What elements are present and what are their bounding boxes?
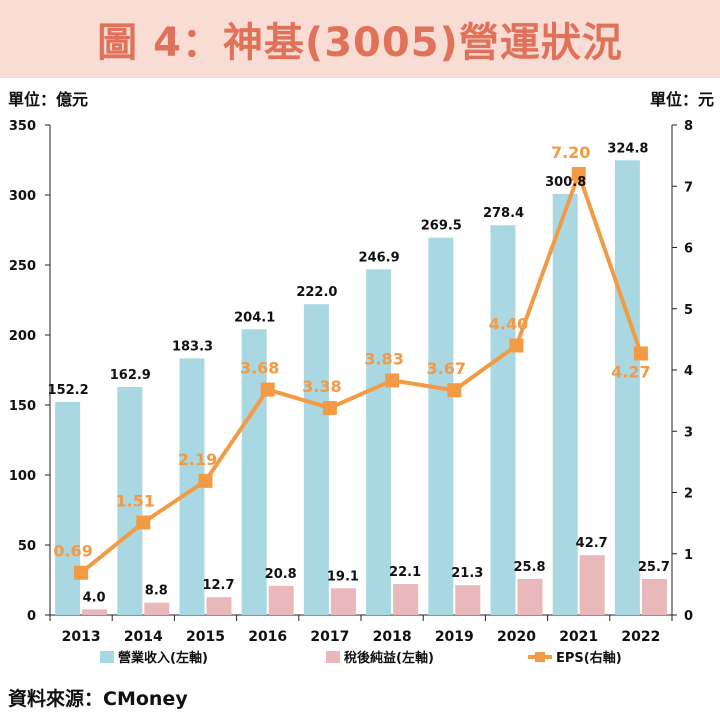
net-income-bar — [579, 555, 605, 615]
right-tick-label: 1 — [684, 548, 693, 563]
net-income-value-label: 12.7 — [202, 578, 234, 593]
net-income-bar — [82, 609, 108, 615]
revenue-value-label: 269.5 — [421, 219, 462, 234]
revenue-bar — [490, 225, 516, 616]
net-income-bar — [268, 585, 294, 615]
x-category-label: 2014 — [124, 629, 163, 645]
legend-eps-label: EPS(右軸) — [556, 650, 622, 666]
x-category-label: 2015 — [186, 629, 225, 645]
net-income-value-label: 8.8 — [145, 584, 168, 599]
right-tick-label: 0 — [684, 609, 693, 624]
eps-value-label: 1.51 — [116, 492, 155, 511]
eps-value-label: 3.67 — [427, 359, 466, 378]
right-tick-label: 6 — [684, 242, 693, 257]
eps-marker — [447, 383, 462, 398]
net-income-value-label: 42.7 — [576, 536, 608, 551]
eps-marker — [136, 515, 151, 530]
net-income-value-label: 25.7 — [638, 560, 670, 575]
net-income-bar — [455, 585, 481, 615]
right-tick-label: 4 — [684, 364, 693, 379]
revenue-value-label: 183.3 — [172, 339, 213, 354]
left-tick-label: 300 — [9, 189, 36, 204]
eps-value-label: 2.19 — [178, 450, 217, 469]
chart-title: 圖 4：神基(3005)營運狀況 — [97, 20, 623, 66]
revenue-value-label: 162.9 — [110, 368, 151, 383]
eps-marker — [571, 167, 586, 181]
eps-value-label: 7.20 — [551, 143, 590, 162]
x-category-label: 2017 — [310, 629, 349, 645]
legend-revenue-label: 營業收入(左軸) — [118, 650, 208, 666]
x-category-label: 2019 — [435, 629, 474, 645]
revenue-value-label: 152.2 — [48, 383, 89, 398]
net-income-value-label: 25.8 — [513, 560, 545, 575]
net-income-value-label: 4.0 — [83, 590, 106, 605]
right-tick-label: 2 — [684, 487, 693, 502]
x-category-label: 2016 — [248, 629, 287, 645]
revenue-bar — [614, 160, 640, 615]
eps-value-label: 3.38 — [302, 377, 341, 396]
eps-value-label: 0.69 — [53, 542, 92, 561]
net-income-bar — [206, 597, 232, 615]
net-income-value-label: 19.1 — [327, 569, 359, 584]
eps-marker — [74, 565, 89, 580]
eps-marker — [260, 382, 275, 397]
revenue-bar — [303, 304, 329, 615]
net-income-bar — [393, 584, 419, 615]
x-category-label: 2013 — [62, 629, 101, 645]
revenue-bar — [55, 401, 81, 615]
net-income-bar — [144, 602, 170, 615]
right-tick-label: 8 — [684, 119, 693, 134]
right-tick-label: 3 — [684, 425, 693, 440]
right-tick-label: 5 — [684, 303, 693, 318]
left-tick-label: 100 — [9, 469, 36, 484]
eps-marker — [198, 473, 213, 488]
right-axis-unit: 單位：元 — [649, 90, 714, 109]
legend-net-income-label: 稅後純益(左軸) — [344, 650, 434, 666]
net-income-bar — [517, 578, 543, 615]
eps-value-label: 3.83 — [364, 349, 403, 368]
revenue-value-label: 222.0 — [296, 285, 337, 300]
revenue-value-label: 204.1 — [234, 310, 275, 325]
eps-marker — [385, 373, 400, 388]
net-income-bar — [330, 588, 356, 615]
net-income-value-label: 21.3 — [451, 566, 483, 581]
revenue-value-label: 300.8 — [545, 175, 586, 190]
eps-line — [79, 172, 643, 575]
left-tick-label: 200 — [9, 329, 36, 344]
net-income-value-label: 22.1 — [389, 565, 421, 580]
revenue-bar — [552, 193, 578, 615]
left-axis-unit: 單位：億元 — [8, 90, 89, 109]
legend-revenue-swatch — [100, 651, 114, 663]
legend-net-income-swatch — [326, 651, 340, 663]
eps-marker — [322, 400, 337, 415]
legend-eps-marker — [535, 652, 545, 662]
left-tick-label: 250 — [9, 259, 36, 274]
right-tick-label: 7 — [684, 180, 693, 195]
x-category-label: 2021 — [559, 629, 598, 645]
eps-marker — [509, 338, 524, 353]
net-income-bar — [641, 579, 667, 615]
left-tick-label: 350 — [9, 119, 36, 134]
x-category-label: 2018 — [373, 629, 412, 645]
revenue-value-label: 246.9 — [359, 250, 400, 265]
revenue-value-label: 278.4 — [483, 206, 524, 221]
x-category-label: 2020 — [497, 629, 536, 645]
revenue-bar — [241, 329, 267, 615]
left-tick-label: 50 — [18, 539, 36, 554]
net-income-value-label: 20.8 — [265, 567, 297, 582]
left-tick-label: 150 — [9, 399, 36, 414]
x-category-label: 2022 — [621, 629, 660, 645]
left-tick-label: 0 — [27, 609, 36, 624]
eps-value-label: 4.27 — [611, 362, 650, 381]
revenue-bar — [428, 237, 454, 615]
revenue-value-label: 324.8 — [607, 141, 648, 156]
revenue-bar — [366, 269, 392, 615]
revenue-bar — [117, 386, 143, 615]
data-source: 資料來源：CMoney — [8, 688, 188, 710]
eps-marker — [633, 346, 648, 361]
title-banner: 圖 4：神基(3005)營運狀況 — [0, 0, 720, 78]
eps-value-label: 3.68 — [240, 359, 279, 378]
eps-value-label: 4.40 — [489, 315, 528, 334]
